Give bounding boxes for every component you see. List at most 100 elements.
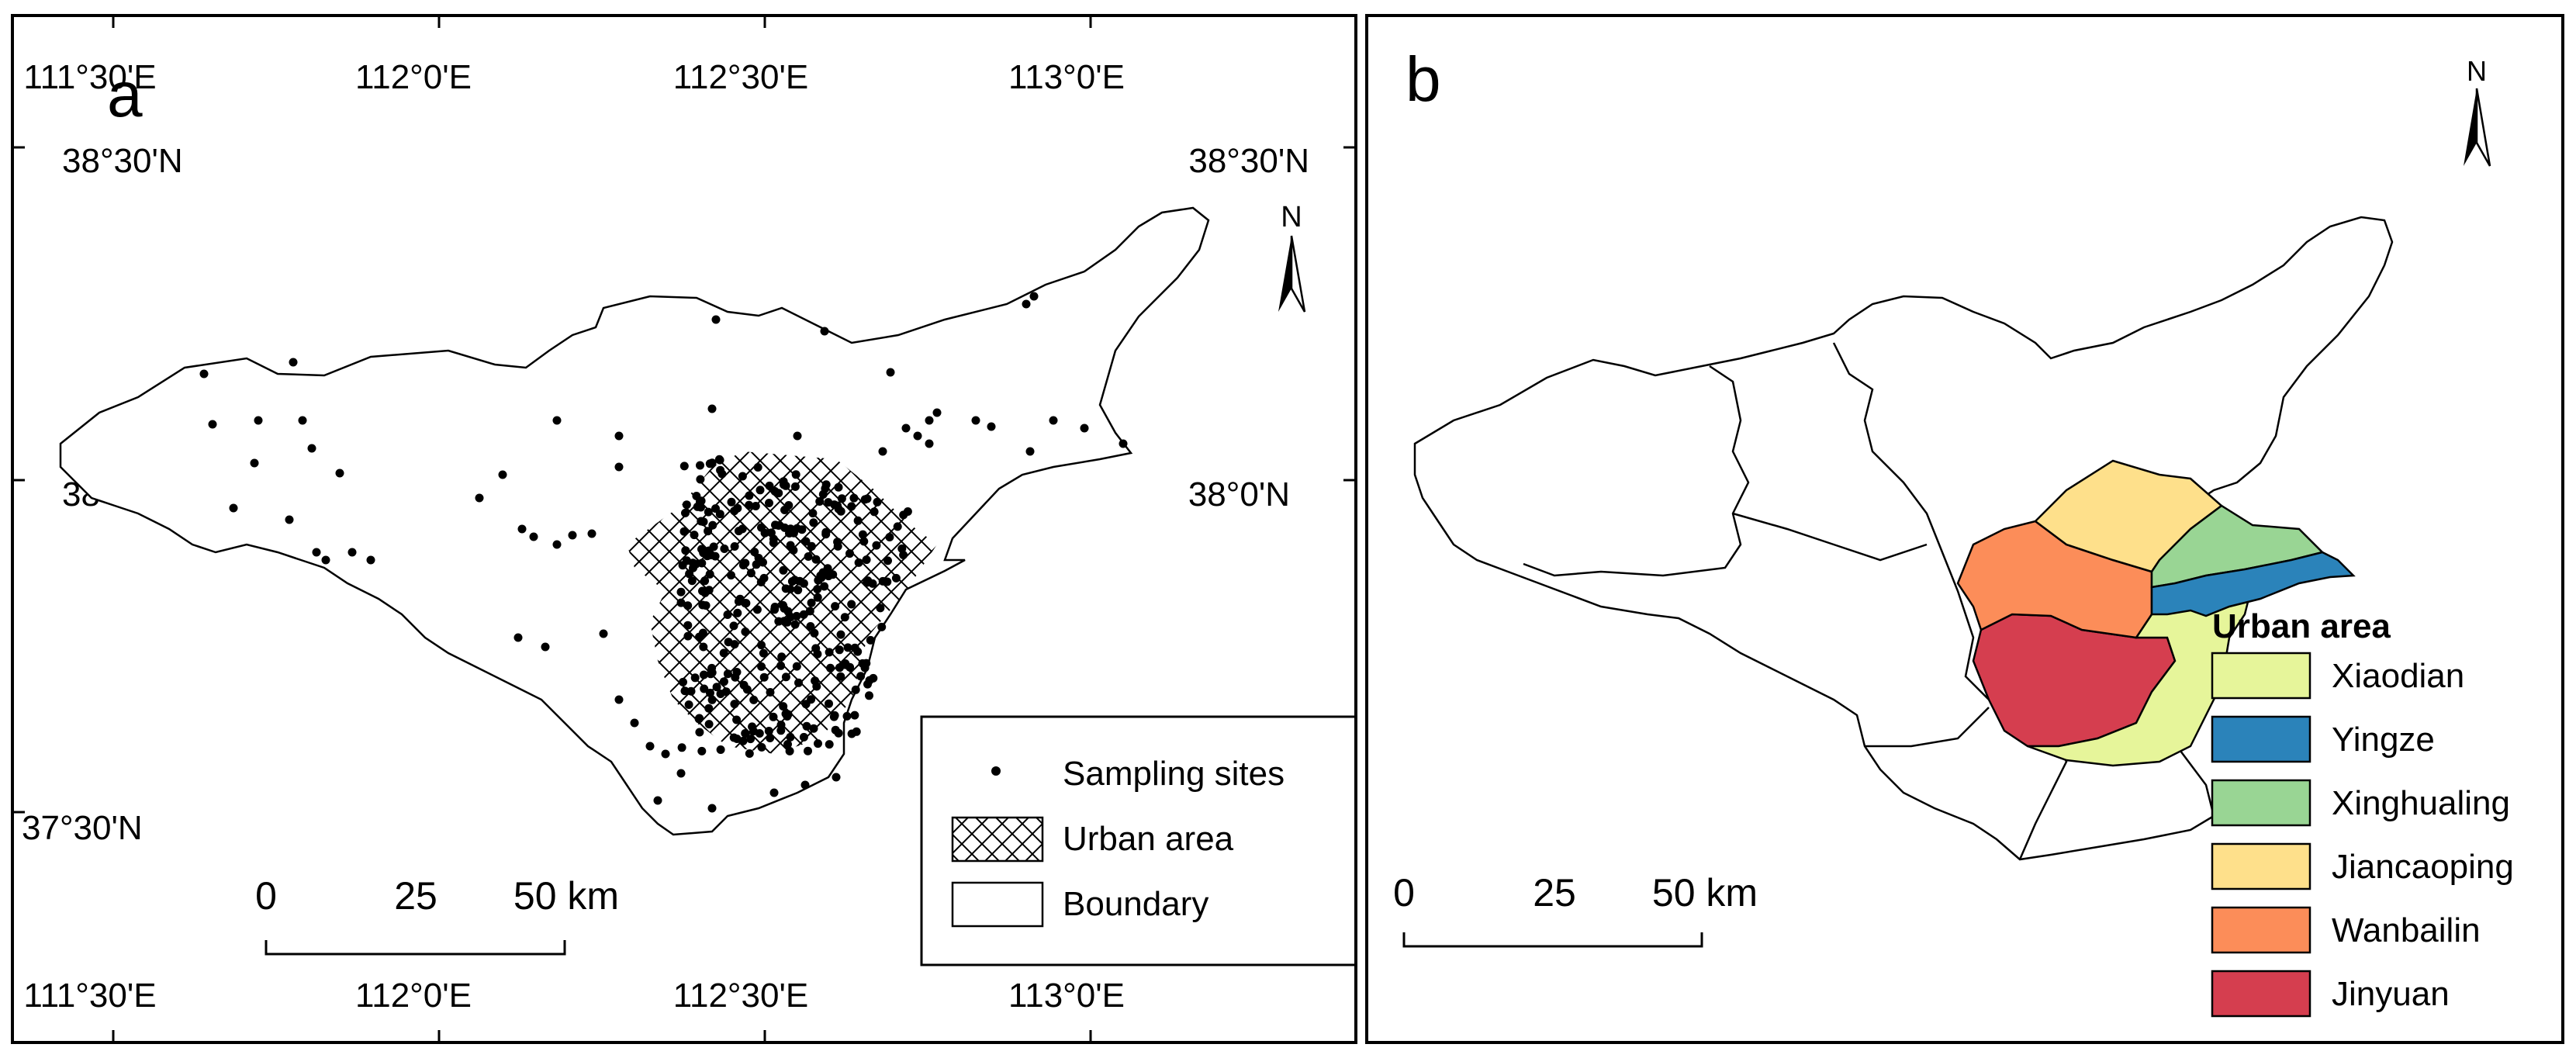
north-label: N (1281, 201, 1302, 233)
legend-swatch (2211, 715, 2311, 763)
legend: Sampling sites Urban area Boundary (920, 715, 1354, 966)
sampling-site (779, 480, 788, 489)
sampling-site (854, 558, 863, 567)
sampling-site (806, 622, 815, 631)
sampling-site (885, 533, 894, 541)
sampling-site (704, 527, 713, 536)
sampling-site (348, 548, 357, 557)
sampling-site (776, 726, 786, 735)
legend-swatch (2211, 970, 2311, 1018)
sampling-site (870, 507, 879, 517)
sampling-site (825, 740, 834, 749)
sampling-site (715, 510, 724, 519)
sampling-site (307, 444, 316, 453)
sampling-site (683, 601, 693, 610)
sampling-site (681, 546, 690, 555)
sampling-site (851, 685, 860, 694)
sampling-site (716, 745, 725, 754)
sampling-site (845, 662, 855, 672)
sampling-site (891, 573, 901, 583)
sampling-site (741, 628, 750, 636)
sampling-site (765, 499, 773, 507)
panel-a: a 111°30'E 112°0'E 112°30'E 113°0'E 111°… (11, 14, 1357, 1044)
sampling-site (790, 576, 800, 585)
sampling-site (704, 720, 714, 729)
sampling-site (366, 555, 375, 565)
sampling-site (741, 558, 750, 568)
sampling-site (873, 497, 882, 507)
sampling-site (752, 605, 762, 614)
sampling-site (723, 610, 732, 619)
sampling-site (738, 472, 747, 481)
sampling-site (847, 729, 856, 738)
sampling-site (677, 743, 686, 752)
sampling-site (818, 489, 828, 499)
sampling-site (1029, 292, 1039, 301)
sampling-site (727, 571, 735, 580)
sampling-site (971, 416, 980, 425)
sampling-site (721, 687, 731, 697)
sampling-site (250, 458, 259, 468)
sampling-site (645, 742, 655, 751)
sampling-site (741, 729, 750, 738)
sampling-site (769, 534, 778, 544)
sampling-site (750, 548, 759, 557)
sampling-site (876, 603, 885, 613)
sampling-site (1022, 299, 1031, 309)
legend-swatch (2211, 842, 2311, 890)
sampling-site (720, 545, 729, 553)
district-yingze (2150, 551, 2356, 617)
sampling-site (790, 620, 800, 629)
sampling-site (821, 530, 831, 539)
sampling-site (824, 498, 833, 507)
sampling-site (712, 683, 721, 692)
sampling-site (856, 672, 866, 681)
sampling-site (700, 684, 709, 693)
sampling-site (730, 542, 739, 551)
sampling-site (797, 525, 807, 534)
sampling-site (730, 700, 739, 709)
sampling-site (863, 494, 872, 503)
sampling-site (811, 644, 821, 653)
sampling-site (802, 721, 811, 731)
sampling-site (872, 541, 881, 550)
scale-label: 0 (1393, 871, 1415, 915)
sampling-site (807, 598, 816, 607)
sampling-site (878, 447, 887, 456)
sampling-site (751, 502, 760, 510)
sampling-site (793, 431, 802, 441)
sampling-site (661, 749, 670, 759)
sampling-site (698, 586, 707, 596)
sampling-site (766, 688, 775, 697)
sampling-site (696, 461, 704, 470)
sampling-site (836, 630, 845, 639)
sampling-site (729, 733, 738, 742)
sampling-site-symbol (991, 766, 1001, 776)
sampling-site (786, 585, 795, 593)
sampling-site (746, 735, 756, 744)
sampling-site (842, 711, 852, 721)
sampling-site (697, 746, 707, 755)
north-arrow: N (2464, 55, 2491, 167)
sampling-site (685, 569, 694, 579)
sampling-site (676, 598, 686, 607)
legend-title: Urban area (2212, 607, 2391, 645)
sampling-site (208, 420, 217, 429)
sampling-site (804, 552, 813, 561)
sampling-site (807, 541, 816, 551)
sampling-site (687, 576, 697, 586)
sampling-site (858, 530, 867, 539)
top-lon-label: 113°0'E (1008, 58, 1125, 96)
sampling-site (815, 497, 825, 506)
sampling-site (813, 593, 822, 602)
sampling-site (800, 780, 810, 790)
right-lat-label: 38°0'N (1188, 475, 1290, 513)
sampling-site (285, 515, 294, 524)
panel-b: b N 0 25 50 km Urban area Xiaodian Yingze… (1365, 14, 2564, 1044)
sampling-site (832, 773, 841, 782)
sampling-site (760, 528, 769, 538)
sampling-site (847, 600, 856, 609)
sampling-site (863, 679, 872, 689)
sampling-site (498, 470, 507, 479)
sampling-site (840, 613, 849, 622)
